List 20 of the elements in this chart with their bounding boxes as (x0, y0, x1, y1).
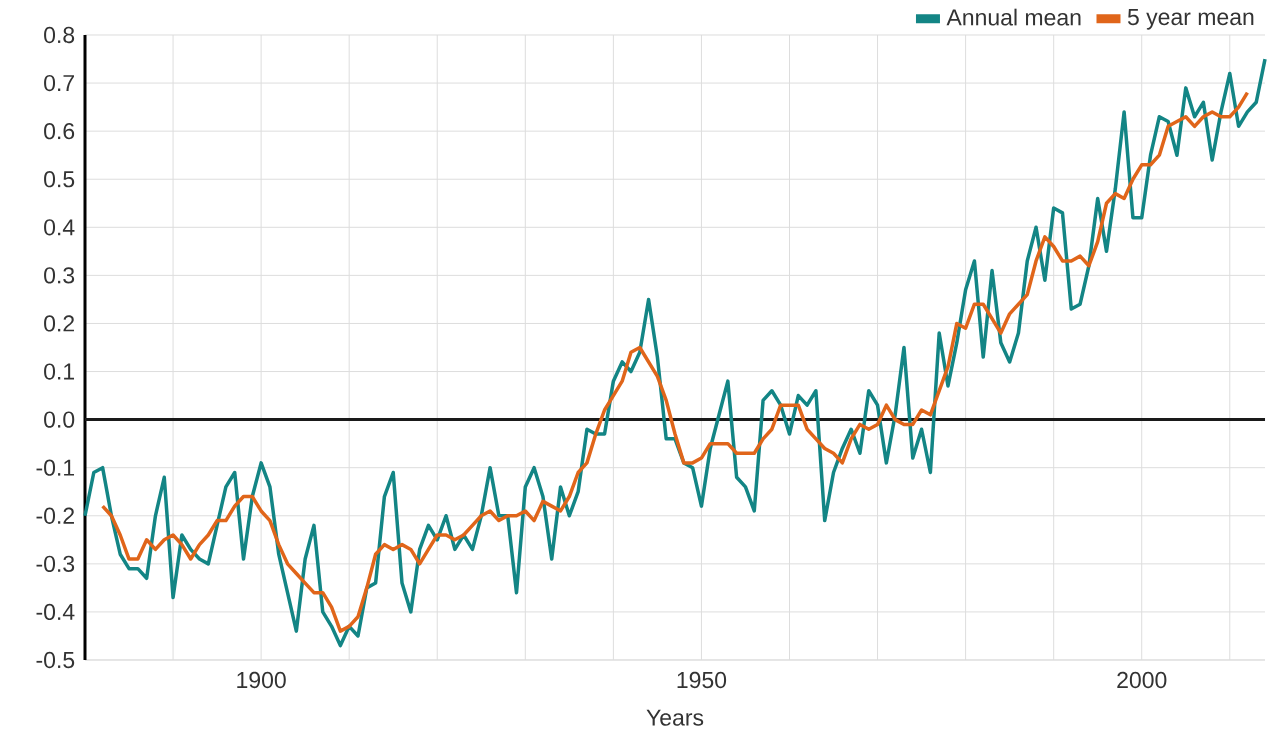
x-tick-label: 1950 (677, 671, 727, 689)
x-tick-label: 1900 (237, 671, 286, 689)
y-tick-label: 0.7 (44, 74, 74, 92)
y-tick-label: 0.0 (44, 411, 75, 428)
y-tick-label: 0.3 (44, 267, 75, 284)
y-tick-label: 0.1 (44, 363, 75, 380)
y-tick-label: 0.4 (44, 219, 75, 236)
y-tick-label: -0.4 (36, 603, 75, 621)
legend-label: 5 year mean (1127, 9, 1254, 30)
y-tick-label: -0.1 (36, 459, 75, 476)
y-tick-label: -0.3 (36, 555, 75, 572)
x-tick-label: 2000 (1117, 671, 1167, 689)
y-tick-label: 0.5 (44, 171, 75, 188)
y-tick-label: 0.8 (44, 26, 75, 44)
y-tick-label: -0.2 (36, 507, 74, 524)
x-axis-title: Years (646, 709, 704, 726)
y-tick-label: -0.5 (36, 651, 75, 669)
legend-label: Annual mean (946, 8, 1081, 26)
y-tick-label: 0.2 (44, 315, 74, 332)
y-tick-label: 0.6 (44, 123, 75, 140)
